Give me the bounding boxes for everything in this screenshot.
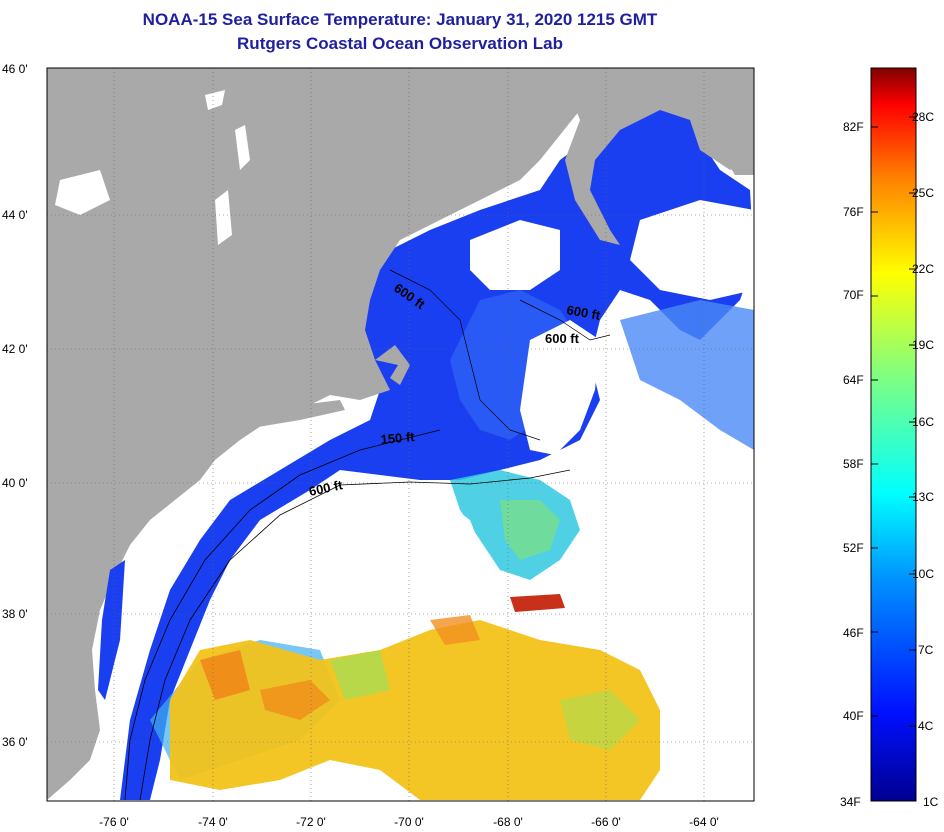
latitude-axis: 46 0' 44 0' 42 0' 40 0' 38 0' 36 0' (2, 62, 28, 749)
lake-feature-a (205, 90, 225, 110)
lon-label: -74 0' (198, 815, 228, 829)
green-transition-b (560, 690, 640, 750)
contour-label: 600 ft (308, 477, 345, 499)
colorbar-f-label: 40F (843, 709, 864, 723)
lon-label: -64 0' (689, 815, 719, 829)
cloud-patch-central (290, 490, 490, 610)
gulf-stream-warm-core (500, 500, 560, 560)
lon-label: -68 0' (493, 815, 523, 829)
land-nova-scotia (720, 150, 754, 175)
colorbar-f-label: 76F (843, 205, 864, 219)
longitude-axis: -76 0' -74 0' -72 0' -70 0' -68 0' -66 0… (99, 815, 719, 829)
lake-feature-c (55, 170, 110, 215)
contour-label: 600 ft (545, 331, 580, 346)
gulf-stream-orange-a (200, 650, 250, 700)
colorbar-c-label: 1C (923, 795, 939, 809)
lat-label: 36 0' (2, 735, 28, 749)
contour-label: 150 ft (380, 429, 416, 447)
land-cape-cod (375, 345, 410, 385)
cloud-patch-east (580, 420, 754, 600)
lake-feature-d (235, 125, 250, 170)
colorbar-f-label: 82F (843, 120, 864, 134)
colorbar-f-label: 70F (843, 288, 864, 302)
lon-label: -72 0' (296, 815, 326, 829)
colorbar-c-label: 19C (912, 338, 934, 352)
map-title: NOAA-15 Sea Surface Temperature: January… (142, 10, 658, 29)
lat-label: 42 0' (2, 342, 28, 356)
map-frame (46, 67, 755, 802)
lon-label: -66 0' (591, 815, 621, 829)
map-subtitle: Rutgers Coastal Ocean Observation Lab (237, 34, 563, 53)
colorbar-f-label: 46F (843, 626, 864, 640)
colorbar-c-label: 7C (918, 643, 934, 657)
lat-label: 46 0' (2, 62, 28, 76)
contour-georges (519, 299, 611, 341)
colorbar-gradient (870, 67, 917, 802)
lon-label: -70 0' (394, 815, 424, 829)
lat-label: 40 0' (2, 476, 28, 490)
colorbar-c-label: 28C (912, 110, 934, 124)
colorbar-c-label: 16C (912, 415, 934, 429)
colorbar-f-label: 64F (843, 373, 864, 387)
colorbar-c-label: 10C (912, 567, 934, 581)
lat-label: 44 0' (2, 208, 28, 222)
lon-label: -76 0' (99, 815, 129, 829)
colorbar-c-label: 22C (912, 262, 934, 276)
land-long-island (235, 400, 345, 430)
colorbar-c-label: 13C (912, 490, 934, 504)
colorbar-f-label: 52F (843, 541, 864, 555)
gulf-stream-yellow (170, 620, 660, 800)
contour-label: 600 ft (565, 302, 602, 323)
cloud-patch-nova-scotia (630, 200, 754, 300)
cloud-patch-maine (470, 220, 560, 290)
colorbar-f-label: 34F (840, 795, 861, 809)
cloud-patch-georges (520, 320, 600, 455)
temperature-colorbar: 34F 40F 46F 52F 58F 64F 70F 76F 82F 1C 4… (840, 67, 939, 809)
scotian-water-lightblue (620, 300, 754, 450)
lat-label: 38 0' (2, 607, 28, 621)
contour-600ft-shelf (139, 469, 571, 801)
contour-150ft-shelf (124, 429, 441, 801)
shelf-water-blue (120, 100, 754, 800)
gulf-stream-orange-c (430, 615, 480, 645)
gulf-stream-orange-b (260, 680, 330, 720)
colorbar-c-label: 25C (912, 186, 934, 200)
lake-feature-b (215, 190, 232, 245)
colorbar-c-label: 4C (918, 719, 934, 733)
colorbar-f-label: 58F (843, 457, 864, 471)
land-new-brunswick (560, 68, 754, 245)
contour-gulf-of-maine (389, 269, 541, 441)
land-us-east-coast (47, 68, 580, 800)
map-frame-content (47, 68, 754, 801)
warm-eddy-red (510, 594, 565, 612)
green-transition (330, 650, 390, 700)
chesapeake-bay (98, 560, 125, 700)
